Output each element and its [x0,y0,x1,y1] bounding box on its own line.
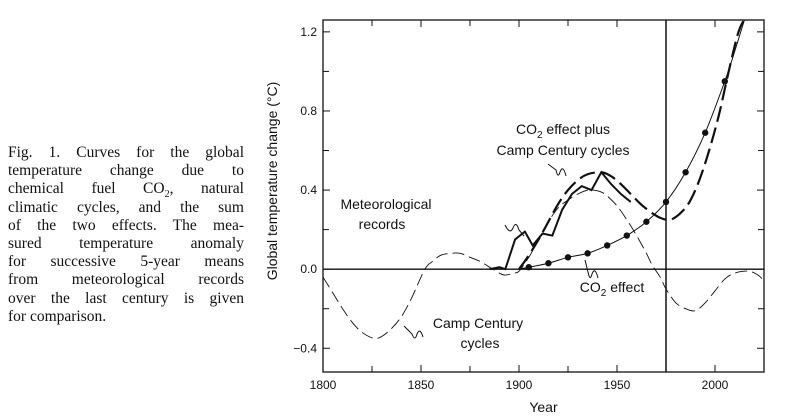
plot-frame [322,19,765,373]
co2-data-point [623,232,630,239]
caption-line: sured temperature anomaly [8,235,244,253]
x-tick-label: 2000 [702,378,729,392]
annotation-met-line1: Meteorological [340,196,431,212]
caption-line: chemical fuel CO2, natural [8,180,244,201]
caption-line: climatic cycles, and the sum [8,198,244,216]
co2-data-point [564,254,572,261]
co2-data-point [662,198,670,206]
co2-data-point [584,250,591,257]
x-tick-label: 1850 [408,378,435,392]
co2-data-point [721,78,728,85]
caption-line: over the last century is given [8,289,244,307]
caption-line: temperature change due to [8,162,244,180]
y-tick-label: 0.8 [300,104,317,118]
annotation-co2: CO2 effect [580,279,645,299]
x-axis-label: Year [529,399,558,415]
caption-line: of the two effects. The mea- [8,216,244,234]
y-tick-label: 0.0 [300,262,317,276]
caption-subscript: 2 [164,189,170,201]
figure-caption: Fig. 1. Curves for the global temperatur… [8,144,244,326]
caption-text: chemical fuel CO [8,180,165,198]
caption-line: for successive 5-year means [8,253,244,271]
leader-co2 [584,259,599,279]
series-line-3 [518,20,746,270]
leader-sum [547,163,567,177]
series-line-1 [489,170,632,271]
y-tick-label: −0.4 [293,341,317,355]
x-tick-label: 1950 [604,378,631,392]
caption-line: Fig. 1. Curves for the global [8,144,244,161]
co2-data-point [525,263,532,271]
leader-met [504,224,525,237]
caption-line: from meteorological records [8,271,244,289]
annotations: CO2 effect plus Camp Century cycles Mete… [340,121,644,351]
co2-data-point [702,129,709,136]
y-tick-label: 1.2 [300,25,317,39]
co2-data-point [545,260,552,267]
annotation-camp-line1: Camp Century [433,315,523,331]
x-tick-label: 1800 [310,378,337,392]
co2-data-point [604,242,611,249]
leader-camp [403,325,424,339]
co2-data-point [682,169,689,176]
caption-text: , natural [169,180,244,198]
co2-data-point [643,218,650,225]
y-tick-label: 0.4 [300,183,317,197]
y-axis-label: Global temperature change (°C) [264,82,280,281]
annotation-met-line2: records [359,216,406,232]
series-group [323,20,764,340]
annotation-sum-line1: CO2 effect plus [516,121,610,141]
x-tick-label: 1900 [506,378,533,392]
caption-line: for comparison. [8,307,107,325]
axes: 1800 1850 1900 1950 2000 −0.4 0.0 0.4 0.8 1.2 Year… [264,19,765,415]
annotation-camp-line2: cycles [461,335,500,351]
annotation-sum-line2: Camp Century cycles [496,142,629,158]
